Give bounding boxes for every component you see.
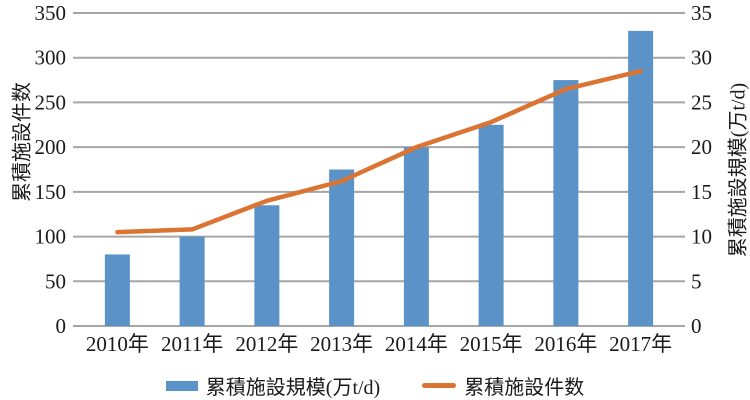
right-axis-tick-label: 0 (691, 314, 702, 338)
line-series (115, 68, 643, 235)
bar-2011年 (179, 236, 205, 326)
left-axis-tick-label: 100 (35, 225, 67, 249)
legend-item-line-series: 累積施設件数 (422, 371, 584, 400)
x-axis-tick-label: 2013年 (310, 332, 373, 356)
right-axis-tick-label: 30 (691, 46, 712, 70)
left-axis-tick-label: 200 (35, 135, 67, 159)
x-axis-tick-label: 2015年 (460, 332, 523, 356)
right-axis-tick-label: 20 (691, 135, 712, 159)
x-axis-tick-label: 2011年 (161, 332, 223, 356)
legend-label-bar-series: 累積施設規模(万t/d) (205, 377, 381, 399)
legend: 累積施設規模(万t/d) 累積施設件数 (0, 371, 750, 400)
bar-2010年 (104, 254, 130, 326)
right-axis-tick-label: 5 (691, 269, 702, 293)
left-axis-tick-label: 0 (56, 314, 67, 338)
legend-item-bar-series: 累積施設規模(万t/d) (165, 371, 381, 400)
x-axis-tick-label: 2016年 (534, 332, 597, 356)
bar-series-swatch-icon (165, 380, 198, 391)
right-axis-tick-label: 35 (691, 1, 712, 25)
x-axis-tick-label: 2010年 (86, 332, 149, 356)
x-axis-tick-label: 2014年 (385, 332, 448, 356)
bar-2015年 (478, 124, 504, 327)
left-axis-title: 累積施設件数 (11, 82, 34, 202)
left-axis-tick-label: 350 (35, 1, 67, 25)
right-axis-title: 累積施設規模(万t/d) (727, 82, 750, 258)
bar-2014年 (403, 147, 429, 326)
left-axis-tick-label: 250 (35, 90, 67, 114)
bar-2016年 (553, 80, 579, 326)
left-axis-tick-label: 150 (35, 180, 67, 204)
left-axis-tick-label: 300 (35, 46, 67, 70)
right-axis-tick-label: 10 (691, 225, 712, 249)
bar-2013年 (329, 169, 355, 326)
bar-2012年 (254, 205, 280, 326)
right-axis-tick-label: 15 (691, 180, 712, 204)
line-series-swatch-icon (422, 383, 457, 388)
right-axis-tick-label: 25 (691, 90, 712, 114)
x-axis-tick-label: 2012年 (235, 332, 298, 356)
x-axis-tick-label: 2017年 (609, 332, 672, 356)
bar-2017年 (628, 30, 654, 327)
legend-label-line-series: 累積施設件数 (464, 377, 585, 399)
left-axis-tick-label: 50 (45, 269, 66, 293)
